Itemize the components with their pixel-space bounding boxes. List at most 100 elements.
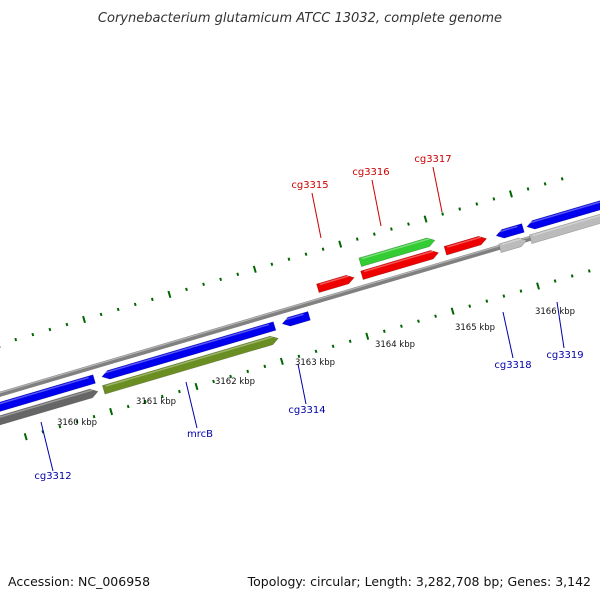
genome-title: Corynebacterium glutamicum ATCC 13032, c… — [98, 11, 502, 26]
gene-mrcB-blue — [101, 321, 277, 380]
label-leader-cg3318 — [502, 311, 514, 359]
minor-tick — [212, 379, 215, 384]
minor-tick — [475, 202, 479, 206]
gene-cg3319-shine — [528, 201, 600, 224]
minor-tick — [99, 312, 103, 317]
gene-label-mrcB: mrcB — [187, 429, 213, 440]
gene-cg3315-shine — [319, 275, 349, 286]
gene-cg3318 — [495, 223, 525, 239]
gene-cg3316-shine — [361, 238, 430, 260]
major-tick — [194, 382, 199, 391]
minor-tick — [297, 354, 301, 359]
minor-tick — [434, 314, 437, 318]
minor-tick — [355, 237, 359, 241]
gene-label-cg3316: cg3316 — [352, 167, 389, 178]
gene-mrcB-shine — [105, 336, 273, 387]
minor-tick — [519, 289, 523, 293]
gene-label-cg3317: cg3317 — [414, 154, 451, 165]
minor-tick — [458, 207, 462, 211]
label-leader-cg3316 — [371, 179, 382, 227]
scale-label: 3165 kbp — [455, 323, 495, 333]
minor-tick — [58, 424, 62, 429]
gene-label-cg3312: cg3312 — [34, 471, 71, 482]
minor-tick — [314, 349, 318, 354]
minor-tick — [116, 307, 120, 312]
major-tick — [109, 407, 114, 416]
major-tick — [536, 282, 540, 290]
minor-tick — [348, 339, 352, 343]
major-tick — [167, 290, 172, 299]
gene-cg3315 — [316, 274, 355, 293]
minor-tick — [31, 332, 35, 337]
gene-label-cg3315: cg3315 — [291, 180, 328, 191]
minor-tick — [553, 279, 557, 283]
minor-tick — [229, 374, 233, 379]
gene-cg3318-gray — [498, 237, 528, 253]
gene-cg3319-gray — [528, 213, 600, 244]
minor-tick — [331, 344, 335, 349]
label-leader-mrcB — [185, 381, 198, 429]
minor-tick — [65, 322, 69, 327]
scale-label: 3166 kbp — [535, 307, 575, 317]
minor-tick — [570, 274, 574, 278]
gene-mrcB — [102, 335, 279, 395]
major-tick — [279, 357, 284, 366]
major-tick — [423, 215, 428, 223]
gene-cg3317-shine — [447, 236, 482, 248]
minor-tick — [14, 337, 18, 342]
minor-tick — [236, 272, 240, 277]
gene-cg3314-shine — [284, 313, 304, 321]
minor-tick — [126, 404, 130, 409]
minor-tick — [185, 287, 188, 292]
minor-tick — [160, 394, 164, 399]
gene-cg3312-partial — [0, 388, 99, 426]
scale-label: 3163 kbp — [295, 358, 335, 368]
gene-cg3316-red — [360, 250, 440, 280]
gene-cg3316 — [358, 237, 436, 267]
minor-tick — [407, 222, 410, 226]
minor-tick — [502, 294, 506, 298]
minor-tick — [219, 277, 223, 282]
genome-summary-text: Topology: circular; Length: 3,282,708 bp… — [247, 574, 591, 589]
major-tick — [450, 307, 455, 315]
minor-tick — [202, 282, 205, 287]
gene-features — [0, 200, 600, 426]
label-leader-cg3317 — [432, 166, 443, 213]
accession-text: Accession: NC_006958 — [8, 574, 150, 589]
major-tick — [338, 240, 343, 248]
minor-tick — [492, 197, 496, 201]
gene-cg3312-shine — [0, 376, 89, 405]
minor-tick — [400, 324, 403, 328]
minor-tick — [526, 187, 530, 191]
minor-tick — [41, 429, 45, 434]
minor-tick — [75, 419, 79, 424]
minor-tick — [48, 327, 52, 332]
minor-tick — [92, 414, 96, 419]
scale-labels: 3160 kbp 3161 kbp 3162 kbp 3163 kbp 3164 kbp… — [57, 307, 575, 428]
scale-label: 3164 kbp — [375, 340, 415, 350]
scale-label: 3162 kbp — [215, 377, 255, 387]
gene-cg3318-shine — [497, 225, 518, 233]
major-tick — [23, 433, 28, 441]
scale-label: 3160 kbp — [57, 418, 97, 428]
minor-tick — [321, 247, 325, 251]
gene-label-cg3319: cg3319 — [546, 350, 583, 361]
gene-label-cg3318: cg3318 — [494, 360, 531, 371]
minor-tick — [270, 262, 274, 266]
gene-cg3314 — [281, 311, 311, 327]
gene-cg3317 — [443, 235, 488, 256]
gene-cg3316-red-shine — [363, 250, 434, 273]
gene-labels: cg3315 cg3316 cg3317 cg3312 mrcB cg3314 cg3318… — [34, 154, 583, 482]
gene-cg3319 — [526, 200, 600, 230]
label-leader-cg3312 — [40, 421, 54, 472]
minor-tick — [263, 364, 267, 369]
minor-tick — [560, 177, 564, 181]
minor-tick — [543, 182, 547, 186]
scale-ticks — [0, 177, 591, 441]
minor-tick — [178, 389, 181, 394]
minor-tick — [485, 299, 489, 303]
major-tick — [252, 265, 257, 273]
minor-tick — [304, 252, 308, 256]
label-leader-cg3315 — [311, 192, 322, 239]
